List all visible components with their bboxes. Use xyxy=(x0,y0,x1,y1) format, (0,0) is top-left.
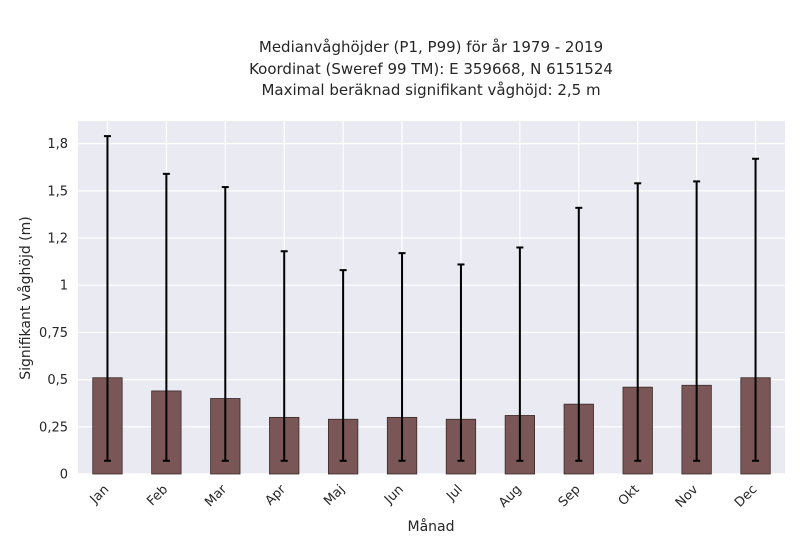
y-tick-label: 1,5 xyxy=(47,184,68,199)
chart-title-line-3: Maximal beräknad signifikant våghöjd: 2,… xyxy=(261,81,600,99)
x-tick-label: Dec xyxy=(732,482,760,510)
x-tick-label: Okt xyxy=(616,482,643,509)
x-tick-label: Feb xyxy=(144,482,171,509)
x-tick-label: Jul xyxy=(443,482,465,504)
y-tick-labels: 0 0,25 0,5 0,75 1 1,2 1,5 1,8 xyxy=(39,137,68,482)
x-tick-label: Aug xyxy=(496,482,525,511)
chart-title-line-1: Medianvåghöjder (P1, P99) för år 1979 - … xyxy=(259,38,603,56)
x-tick-labels: Jan Feb Mar Apr Maj Jun Jul Aug Sep Okt Nov Dec xyxy=(87,482,761,511)
x-tick-label: Mar xyxy=(202,482,230,510)
chart-title-line-2: Koordinat (Sweref 99 TM): E 359668, N 61… xyxy=(249,60,613,78)
plot-area xyxy=(78,121,785,474)
x-tick-label: Maj xyxy=(321,482,348,509)
x-tick-label: Jun xyxy=(381,482,407,508)
y-tick-label: 1,2 xyxy=(47,232,68,247)
y-tick-label: 0,5 xyxy=(47,373,68,388)
y-tick-label: 1,8 xyxy=(47,137,68,152)
y-tick-label: 0,25 xyxy=(39,420,68,435)
error-bars xyxy=(103,135,760,462)
y-tick-label: 1 xyxy=(60,279,68,294)
y-tick-label: 0,75 xyxy=(39,326,68,341)
x-tick-label: Sep xyxy=(556,482,584,510)
x-axis-label: Månad xyxy=(408,518,455,535)
y-axis-label: Signifikant våghöjd (m) xyxy=(17,216,34,379)
x-tick-label: Nov xyxy=(673,482,702,511)
x-tick-label: Jan xyxy=(87,482,112,507)
x-tick-label: Apr xyxy=(263,482,290,509)
y-tick-label: 0 xyxy=(60,468,68,483)
